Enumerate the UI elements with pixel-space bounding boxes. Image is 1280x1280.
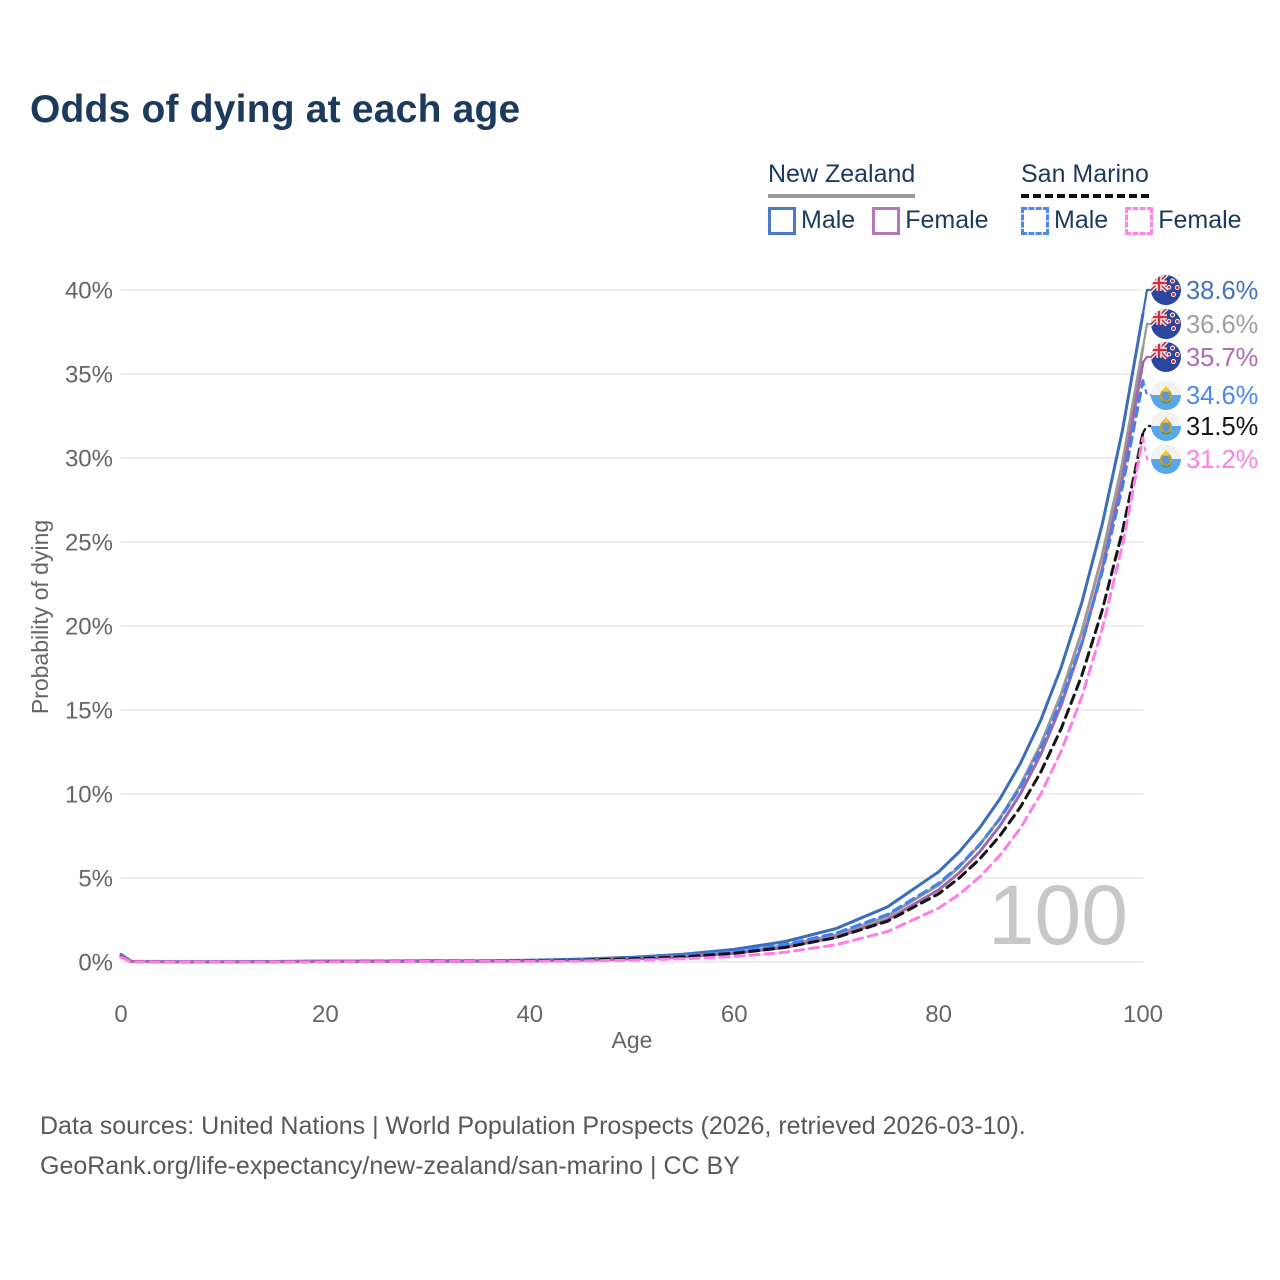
end-value-label-nz-male: 38.6% <box>1186 277 1258 305</box>
y-tick-label: 15% <box>65 698 113 725</box>
x-tick-label: 20 <box>312 1001 339 1028</box>
legend-item-nz-male[interactable]: Male <box>768 206 856 235</box>
new-zealand-flag-icon <box>1151 275 1181 305</box>
san-marino-flag-icon <box>1151 411 1181 441</box>
end-value-label-sm-both: 31.5% <box>1186 413 1258 441</box>
legend-group-title-san-marino[interactable]: San Marino <box>1021 160 1149 198</box>
y-tick-label: 5% <box>78 866 113 893</box>
legend-item-sm-female[interactable]: Female <box>1125 206 1242 235</box>
san-marino-flag-icon <box>1151 444 1181 474</box>
y-tick-label: 10% <box>65 782 113 809</box>
watermark-age: 100 <box>988 868 1128 962</box>
legend-label-nz-male: Male <box>801 206 856 234</box>
new-zealand-flag-icon <box>1151 342 1181 372</box>
y-axis-title: Probability of dying <box>27 520 53 714</box>
legend-swatch-sm-male <box>1021 206 1049 235</box>
leader-line-nz-female <box>1142 355 1152 363</box>
y-tick-label: 20% <box>65 614 113 641</box>
x-axis-title: Age <box>612 1027 653 1053</box>
data-sources-line: Data sources: United Nations | World Pop… <box>40 1112 1026 1140</box>
legend-label-nz-female: Female <box>905 206 989 234</box>
attribution-line: GeoRank.org/life-expectancy/new-zealand/… <box>40 1152 740 1180</box>
x-tick-label: 80 <box>925 1001 952 1028</box>
y-tick-label: 30% <box>65 446 113 473</box>
legend-item-sm-male[interactable]: Male <box>1021 206 1109 235</box>
leader-line-sm-male <box>1141 380 1152 397</box>
leader-line-sm-both <box>1142 424 1152 434</box>
legend-group-new-zealand: New Zealand Male Female <box>768 160 1006 235</box>
legend-swatch-sm-female <box>1125 206 1154 235</box>
x-tick-label: 40 <box>516 1001 543 1028</box>
legend-swatch-nz-female <box>872 206 901 235</box>
legend-item-nz-female[interactable]: Female <box>872 206 989 235</box>
leader-line-nz-male <box>1141 288 1152 314</box>
end-value-label-nz-female: 35.7% <box>1186 344 1258 372</box>
san-marino-flag-icon <box>1151 380 1181 410</box>
end-value-label-sm-female: 31.2% <box>1186 446 1258 474</box>
page-title: Odds of dying at each age <box>30 88 521 131</box>
leader-line-sm-female <box>1141 437 1152 461</box>
leader-line-nz-both <box>1141 322 1152 348</box>
y-tick-label: 0% <box>78 950 113 977</box>
legend-swatch-nz-male <box>768 206 796 235</box>
new-zealand-flag-icon <box>1151 309 1181 339</box>
x-tick-label: 100 <box>1123 1001 1163 1028</box>
x-tick-label: 60 <box>721 1001 748 1028</box>
legend-group-title-new-zealand[interactable]: New Zealand <box>768 160 916 198</box>
legend-group-san-marino: San Marino Male Female <box>1021 160 1259 235</box>
legend-label-sm-female: Female <box>1158 206 1242 234</box>
y-tick-label: 35% <box>65 362 113 389</box>
x-tick-label: 0 <box>114 1001 127 1028</box>
series-line-sm-female[interactable] <box>119 436 1145 964</box>
y-tick-label: 40% <box>65 278 113 305</box>
footer: Data sources: United Nations | World Pop… <box>40 1106 1026 1186</box>
end-value-label-sm-male: 34.6% <box>1186 382 1258 410</box>
end-value-label-nz-both: 36.6% <box>1186 311 1258 339</box>
legend-label-sm-male: Male <box>1054 206 1109 234</box>
y-tick-label: 25% <box>65 530 113 557</box>
